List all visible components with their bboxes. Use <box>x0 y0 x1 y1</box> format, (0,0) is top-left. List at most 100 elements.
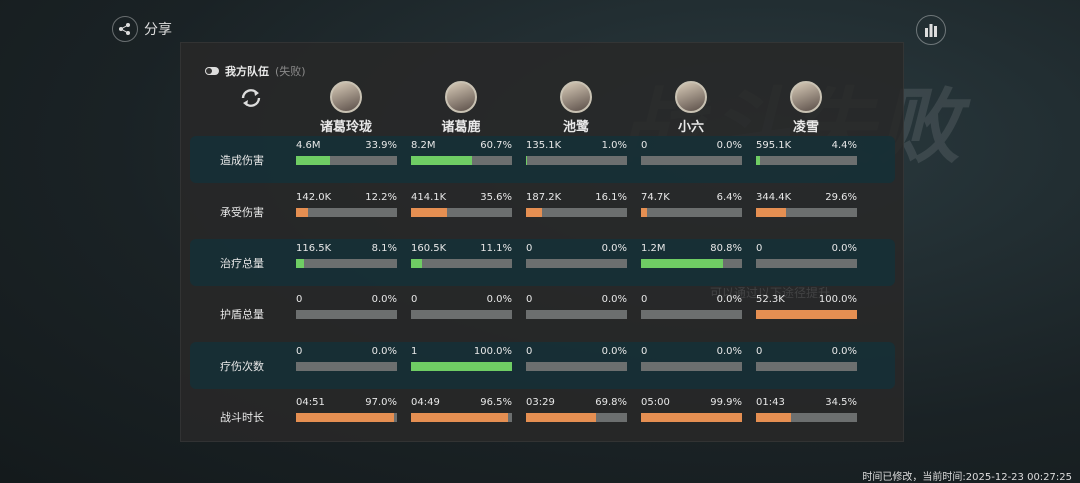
share-icon <box>112 16 138 42</box>
bar-track <box>296 310 397 319</box>
bar-fill <box>756 413 791 422</box>
stats-button[interactable] <box>916 15 946 45</box>
stat-value: 0 <box>641 140 648 151</box>
stat-percent: 0.0% <box>601 243 627 254</box>
swap-icon[interactable] <box>238 87 264 109</box>
stat-percent: 60.7% <box>480 140 512 151</box>
bar-fill <box>411 259 423 268</box>
stat-percent: 34.5% <box>825 397 857 408</box>
stat-value: 0 <box>296 346 303 357</box>
bar-track <box>411 362 512 371</box>
bar-fill <box>411 362 512 371</box>
row-label: 疗伤次数 <box>220 360 264 373</box>
stat-value: 595.1K <box>756 140 792 151</box>
bar-track <box>641 413 742 422</box>
stat-value: 8.2M <box>411 140 436 151</box>
stat-value: 4.6M <box>296 140 321 151</box>
stat-value: 1 <box>411 346 418 357</box>
stat-percent: 0.0% <box>831 346 857 357</box>
stat-percent: 12.2% <box>365 192 397 203</box>
member-name: 小六 <box>677 120 704 135</box>
stat-value: 03:29 <box>526 397 555 408</box>
bar-track <box>296 156 397 165</box>
bar-track <box>756 156 857 165</box>
bar-fill <box>756 310 857 319</box>
stat-percent: 33.9% <box>365 140 397 151</box>
team-status: (失败) <box>275 65 306 78</box>
stat-value: 0 <box>526 294 533 305</box>
stat-percent: 99.9% <box>710 397 742 408</box>
bar-track <box>526 208 627 217</box>
bar-track <box>296 208 397 217</box>
stat-value: 0 <box>411 294 418 305</box>
stat-value: 05:00 <box>641 397 670 408</box>
bar-track <box>641 208 742 217</box>
stat-percent: 8.1% <box>371 243 397 254</box>
bar-fill <box>641 413 742 422</box>
bar-fill <box>526 156 527 165</box>
bar-track <box>411 310 512 319</box>
bar-track <box>526 259 627 268</box>
bar-track <box>526 310 627 319</box>
share-label: 分享 <box>144 22 172 38</box>
avatar <box>445 81 477 113</box>
bar-track <box>411 208 512 217</box>
bar-track <box>641 310 742 319</box>
bar-fill <box>526 208 543 217</box>
stats-glyph <box>925 24 937 37</box>
toggle[interactable] <box>205 67 219 75</box>
bar-fill <box>526 413 597 422</box>
stat-percent: 1.0% <box>601 140 627 151</box>
avatar <box>790 81 822 113</box>
stat-value: 160.5K <box>411 243 447 254</box>
member-name: 诸葛玲珑 <box>319 120 372 135</box>
stat-percent: 4.4% <box>831 140 857 151</box>
bar-fill <box>411 156 473 165</box>
row-label: 造成伤害 <box>220 154 264 167</box>
stat-percent: 35.6% <box>480 192 512 203</box>
stat-percent: 0.0% <box>716 294 742 305</box>
row-label: 战斗时长 <box>220 411 264 424</box>
bar-track <box>296 259 397 268</box>
stat-value: 0 <box>756 346 763 357</box>
stat-value: 04:51 <box>296 397 325 408</box>
stat-percent: 100.0% <box>473 346 512 357</box>
stat-value: 01:43 <box>756 397 785 408</box>
bar-fill <box>641 208 648 217</box>
bar-fill <box>756 208 786 217</box>
stat-value: 135.1K <box>526 140 562 151</box>
bar-track <box>411 156 512 165</box>
stat-percent: 0.0% <box>486 294 512 305</box>
bar-track <box>756 362 857 371</box>
stat-value: 116.5K <box>296 243 332 254</box>
footer-note: 时间已修改，当前时间:2025-12-23 00:27:25 <box>862 472 1072 483</box>
bar-track <box>296 413 397 422</box>
bar-track <box>756 259 857 268</box>
stat-percent: 80.8% <box>710 243 742 254</box>
stat-percent: 0.0% <box>601 294 627 305</box>
bar-track <box>641 362 742 371</box>
stat-value: 0 <box>641 294 648 305</box>
stat-value: 0 <box>526 346 533 357</box>
stat-percent: 69.8% <box>595 397 627 408</box>
stat-percent: 29.6% <box>825 192 857 203</box>
stat-value: 52.3K <box>756 294 785 305</box>
stat-value: 142.0K <box>296 192 332 203</box>
share-button[interactable]: 分享 <box>112 16 172 42</box>
stat-value: 187.2K <box>526 192 562 203</box>
avatar <box>675 81 707 113</box>
bar-fill <box>296 413 394 422</box>
stat-percent: 97.0% <box>365 397 397 408</box>
stat-value: 344.4K <box>756 192 792 203</box>
row-label: 治疗总量 <box>220 257 264 270</box>
bar-track <box>526 413 627 422</box>
stat-value: 1.2M <box>641 243 666 254</box>
stat-percent: 0.0% <box>601 346 627 357</box>
bar-fill <box>296 156 331 165</box>
bar-fill <box>296 259 305 268</box>
bar-track <box>641 156 742 165</box>
team-header: 我方队伍 (失败) <box>205 63 306 79</box>
bar-fill <box>756 156 761 165</box>
stat-value: 04:49 <box>411 397 440 408</box>
